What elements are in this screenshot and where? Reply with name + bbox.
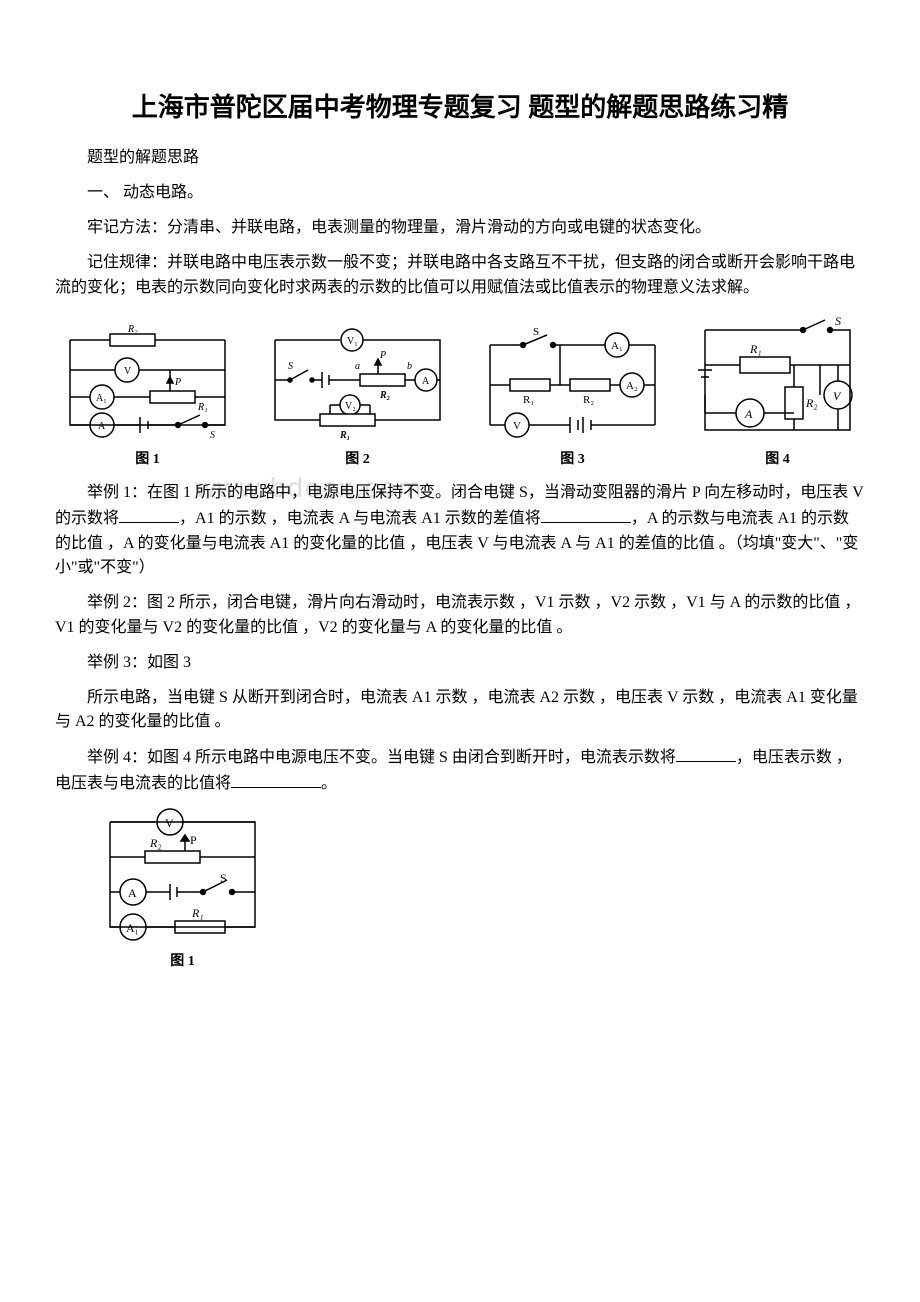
svg-text:R₂: R₂ [149,836,162,850]
page-title: 上海市普陀区届中考物理专题复习 题型的解题思路练习精 [55,90,865,126]
paragraph: 记住规律：并联电路中电压表示数一般不变；并联电路中各支路互不干扰，但支路的闭合或… [55,251,865,301]
svg-text:R₂: R₂ [583,394,594,406]
blank-input[interactable] [541,506,631,523]
label-r1: R₁ [197,402,208,413]
figure-1: R₂ V A₁ P R₁ A S 图 1 [55,325,240,471]
figure-row-1: R₂ V A₁ P R₁ A S 图 1 [55,315,865,471]
svg-text:S: S [288,361,293,372]
blank-input[interactable] [119,506,179,523]
svg-text:A: A [98,421,106,432]
svg-text:A: A [744,407,753,421]
example-2: 举例 2：图 2 所示，闭合电键，滑片向右滑动时，电流表示数 ，V1 示数 ，V… [55,591,865,641]
svg-text:R₂: R₂ [379,390,390,401]
svg-text:A₂: A₂ [626,380,638,392]
svg-text:P: P [190,833,197,847]
svg-text:S: S [220,871,227,885]
figure-5-caption: 图 1 [95,951,270,973]
svg-text:R₁: R₁ [523,394,534,406]
svg-text:S: S [533,326,539,338]
figure-5: V R₂ P A S A₁ R₁ 图 1 [95,807,865,973]
svg-text:R₁: R₁ [749,342,762,356]
svg-text:V: V [165,816,174,830]
example-4: 举例 4：如图 4 所示电路中电源电压不变。当电键 S 由闭合到断开时，电流表示… [55,745,865,797]
figure-3: S A₁ R₁ R₂ A₂ V 图 3 [475,325,670,471]
svg-text:A: A [128,886,137,900]
svg-text:R₂: R₂ [805,396,818,410]
svg-text:R₁: R₁ [191,906,204,920]
example-3a: 举例 3：如图 3 [55,651,865,676]
example-1: 举例 1：在图 1 所示的电路中，电源电压保持不变。闭合电键 S，当滑动变阻器的… [55,481,865,581]
text: 举例 4：如图 4 所示电路中电源电压不变。当电键 S 由闭合到断开时，电流表示… [87,749,676,766]
label-r2: R₂ [127,325,138,335]
figure-4-caption: 图 4 [765,449,790,471]
svg-text:V: V [124,366,132,377]
svg-text:V₁: V₁ [347,336,358,347]
svg-text:A₁: A₁ [96,393,107,404]
svg-text:P: P [174,377,181,388]
paragraph: 题型的解题思路 [55,146,865,171]
blank-input[interactable] [676,745,736,762]
paragraph: 牢记方法：分清串、并联电路，电表测量的物理量，滑片滑动的方向或电键的状态变化。 [55,216,865,241]
svg-text:R₁: R₁ [339,430,350,441]
paragraph: 一、 动态电路。 [55,181,865,206]
figure-1-caption: 图 1 [135,449,160,471]
svg-text:S: S [835,315,841,328]
label-s: S [210,430,215,441]
figure-2: V₁ S a b P R₂ A V₂ R₁ 图 2 [260,325,455,471]
svg-text:V₂: V₂ [345,401,356,412]
svg-text:A₁: A₁ [611,340,623,352]
figure-4: S R₁ R₂ V A 图 4 [690,315,865,471]
svg-text:A: A [422,376,430,387]
figure-2-caption: 图 2 [345,449,370,471]
text: ，A1 的示数 ，电流表 A 与电流表 A1 示数的差值将 [179,510,541,527]
svg-text:b: b [407,361,412,372]
svg-text:P: P [379,350,386,361]
svg-text:V: V [513,420,521,432]
figure-3-caption: 图 3 [560,449,585,471]
example-3b: 所示电路，当电键 S 从断开到闭合时，电流表 A1 示数 ，电流表 A2 示数 … [55,686,865,736]
text: 。 [321,775,337,792]
svg-text:A₁: A₁ [126,921,139,935]
blank-input[interactable] [231,771,321,788]
svg-text:V: V [833,389,842,403]
svg-text:a: a [355,361,360,372]
